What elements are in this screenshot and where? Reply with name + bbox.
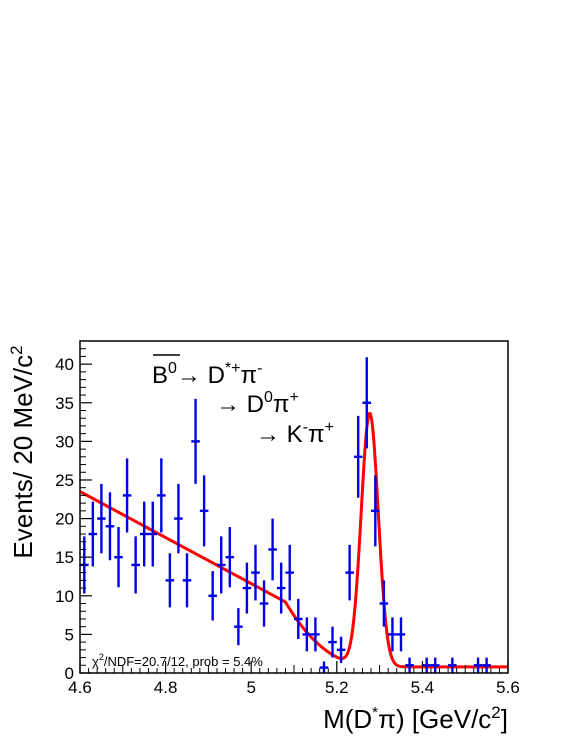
data-point	[328, 626, 337, 658]
data-point	[139, 501, 149, 567]
data-point	[396, 617, 406, 652]
y-tick-label: 0	[65, 664, 74, 683]
data-point	[371, 475, 380, 547]
data-point	[182, 553, 192, 608]
data-point	[482, 657, 491, 673]
x-axis-title: M(D*π) [GeV/c2]	[323, 703, 508, 734]
data-point	[422, 657, 431, 673]
data-point	[388, 617, 397, 652]
data-point	[353, 415, 363, 498]
decay-line-2: → D0π+	[216, 389, 299, 418]
data-point	[448, 657, 457, 673]
x-tick-label: 5.2	[325, 678, 349, 697]
data-point	[148, 501, 158, 567]
data-point	[114, 527, 123, 588]
data-point	[268, 518, 277, 581]
data-point	[131, 536, 140, 594]
y-tick-label: 40	[55, 355, 74, 374]
x-tick-label: 4.6	[68, 678, 92, 697]
data-point	[88, 501, 98, 567]
data-point	[234, 608, 243, 646]
points-layer	[80, 357, 491, 673]
fit-curve	[79, 412, 508, 669]
data-point	[405, 657, 414, 673]
decay-line-1: B0→ D*+π-	[152, 360, 262, 389]
data-point	[122, 458, 132, 533]
data-point	[473, 657, 483, 673]
data-point	[259, 580, 269, 627]
data-point	[276, 562, 286, 614]
y-axis-title: Events/ 20 MeV/c2	[7, 345, 38, 558]
x-tick-label: 4.8	[154, 678, 178, 697]
decay-annotation: B0→ D*+π- → D0π+ → K-π+	[152, 354, 334, 448]
data-point	[430, 657, 440, 673]
y-tick-label: 30	[55, 432, 74, 451]
data-point	[157, 458, 166, 533]
data-point	[174, 483, 183, 554]
y-tick-label: 20	[55, 510, 74, 529]
data-point	[225, 527, 235, 588]
fit-quality-label: χ2/NDF=20.7/12, prob = 5.4%	[92, 652, 263, 669]
data-point	[242, 562, 252, 614]
data-point	[294, 598, 303, 640]
data-point	[105, 492, 115, 561]
data-point	[311, 617, 320, 652]
data-point	[302, 617, 312, 652]
fit-layer	[79, 412, 508, 669]
y-tick-label: 5	[65, 625, 74, 644]
y-tick-label: 15	[55, 548, 74, 567]
data-point	[336, 636, 346, 663]
data-point	[379, 580, 389, 627]
data-point	[191, 398, 200, 484]
y-tick-label: 25	[55, 471, 74, 490]
y-tick-label: 10	[55, 587, 74, 606]
data-point	[216, 536, 226, 594]
y-tick-label: 35	[55, 394, 74, 413]
x-tick-label: 5.6	[496, 678, 520, 697]
data-point	[208, 571, 217, 621]
data-point	[199, 475, 209, 547]
data-point	[251, 544, 260, 601]
data-point	[319, 661, 329, 673]
x-tick-label: 5	[246, 678, 255, 697]
data-point	[362, 357, 372, 449]
x-tick-label: 5.4	[411, 678, 435, 697]
data-point	[285, 544, 294, 601]
ticks-layer: 4.6 4.8 5 5.2 5.4 5.6 0 5 10 15 20 25 30 35 40	[55, 348, 520, 697]
data-point	[165, 553, 175, 608]
data-point	[345, 544, 354, 601]
data-point	[97, 483, 106, 554]
decay-line-3: → K-π+	[256, 419, 334, 448]
